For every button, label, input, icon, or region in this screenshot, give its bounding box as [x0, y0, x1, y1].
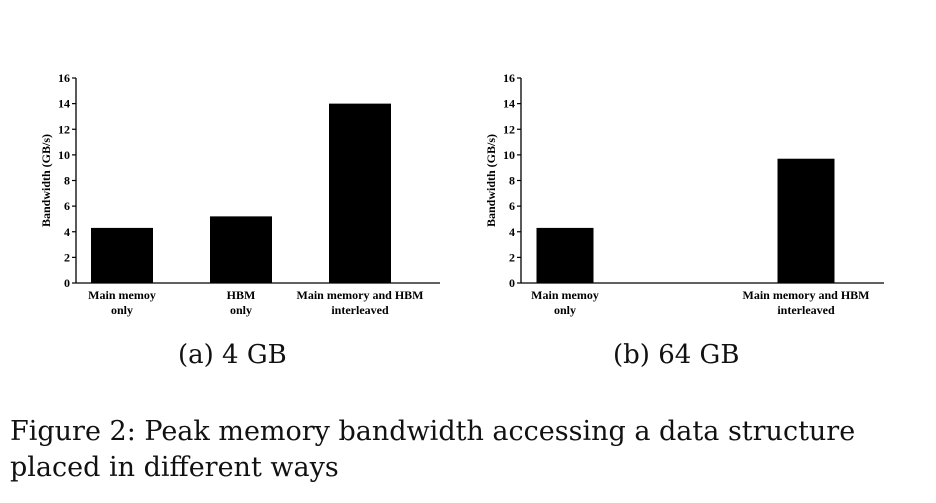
y-tick-label: 12 — [58, 122, 70, 136]
y-tick-label: 8 — [64, 174, 70, 188]
y-tick-label: 4 — [509, 225, 515, 239]
figure-caption: Figure 2: Peak memory bandwidth accessin… — [10, 416, 856, 483]
category-label: Main memoy — [88, 288, 156, 302]
y-tick-label: 12 — [503, 122, 515, 136]
y-tick-label: 0 — [509, 276, 515, 290]
y-tick-label: 2 — [64, 250, 70, 264]
y-tick-label: 16 — [58, 71, 70, 85]
subcaption-64gb: (b) 64 GB — [613, 340, 740, 370]
y-axis-label: Bandwidth (GB/s) — [484, 134, 498, 227]
bar — [210, 216, 272, 283]
y-tick-label: 6 — [509, 199, 515, 213]
y-tick-label: 10 — [503, 148, 515, 162]
bar — [536, 227, 594, 283]
y-tick-label: 6 — [64, 199, 70, 213]
y-tick-label: 0 — [64, 276, 70, 290]
y-tick-label: 8 — [509, 174, 515, 188]
category-label: only — [554, 303, 576, 317]
category-label: interleaved — [331, 303, 389, 317]
chart-64gb: 0 2 4 6 8 10 12 14 16 Bandwidth (GB/s) Main memoyo… — [484, 71, 884, 317]
y-tick-label: 14 — [503, 97, 515, 111]
bar — [777, 158, 835, 283]
subcaption-4gb: (a) 4 GB — [178, 340, 287, 370]
bar — [91, 227, 153, 283]
category-label: Main memoy — [531, 288, 599, 302]
bar — [329, 103, 391, 283]
y-tick-label: 16 — [503, 71, 515, 85]
y-tick-label: 14 — [58, 97, 70, 111]
y-tick-label: 2 — [509, 250, 515, 264]
y-tick-label: 10 — [58, 148, 70, 162]
category-label: only — [230, 303, 252, 317]
category-label: interleaved — [777, 303, 835, 317]
y-axis-label: Bandwidth (GB/s) — [39, 134, 53, 227]
category-label: only — [111, 303, 133, 317]
category-label: HBM — [227, 288, 256, 302]
category-label: Main memory and HBM — [743, 288, 870, 302]
y-tick-label: 4 — [64, 225, 70, 239]
category-label: Main memory and HBM — [297, 288, 424, 302]
